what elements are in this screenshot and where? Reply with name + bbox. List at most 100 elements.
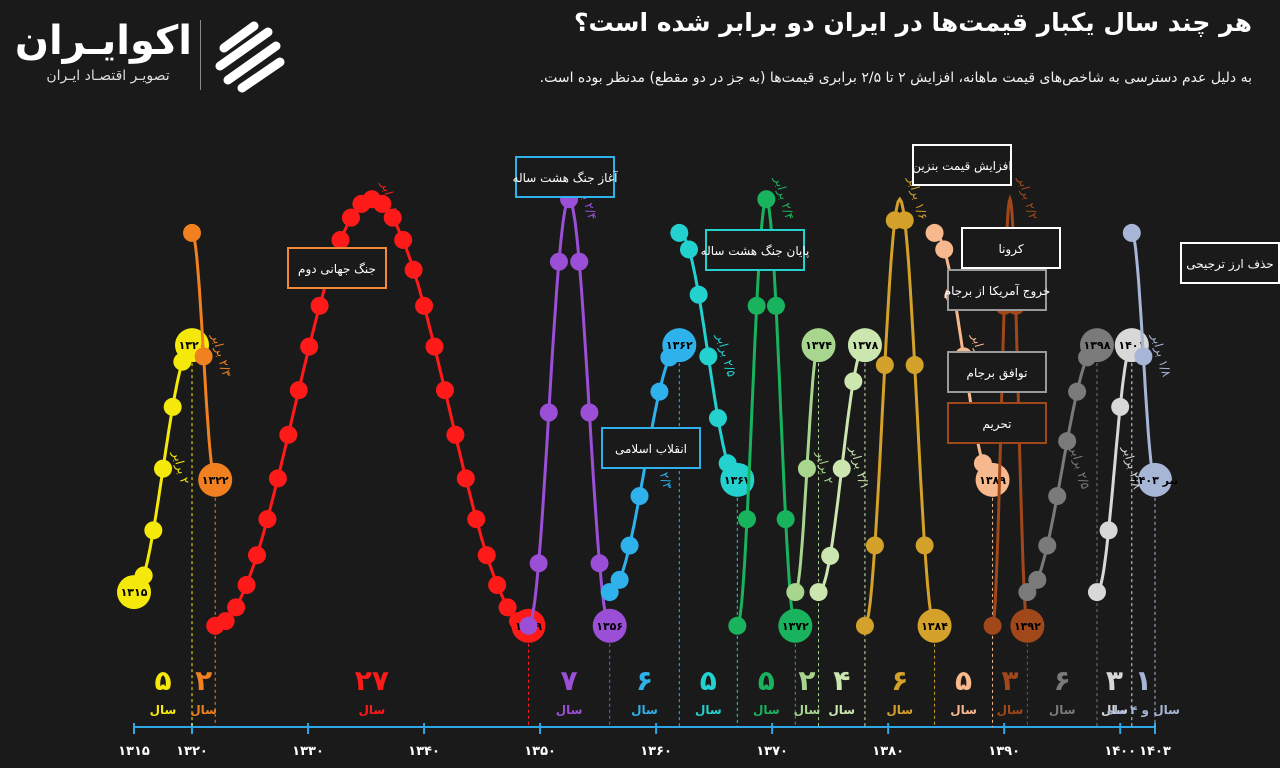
- data-point: [786, 583, 805, 602]
- year-bubble: [1138, 462, 1172, 497]
- x-tick-label: ۱۳۹۰: [988, 744, 1020, 759]
- data-point: [855, 616, 874, 635]
- data-point: [925, 223, 944, 242]
- duration-value: ۵: [154, 664, 171, 697]
- data-point: [797, 459, 816, 478]
- duration-value: ۲: [195, 664, 212, 697]
- year-bubble: [592, 608, 627, 643]
- data-point: [268, 469, 287, 488]
- data-point: [630, 487, 649, 506]
- year-bubble: [720, 462, 755, 497]
- brand-tagline: تصویـر اقتصـاد ایـران: [46, 68, 170, 84]
- year-bubble-label: ۱۳۹۸: [1084, 339, 1111, 352]
- annotation-label: حذف ارز ترجیحی: [1186, 257, 1273, 272]
- multiplier-label: ۲ برابر: [812, 449, 835, 486]
- data-point: [737, 510, 756, 529]
- data-point: [610, 570, 629, 589]
- duration-unit: سال و ۴ ماه: [1107, 703, 1180, 718]
- duration-value: ۷: [561, 664, 578, 697]
- data-point: [766, 296, 785, 315]
- year-bubble: [847, 328, 882, 363]
- data-point: [895, 211, 914, 230]
- data-point: [935, 240, 954, 259]
- duration-value: ۵: [758, 664, 775, 697]
- year-bubble: [198, 462, 233, 497]
- data-point: [600, 583, 619, 602]
- year-bubble: [778, 608, 813, 643]
- annotation-box: [515, 156, 615, 198]
- x-tick-label: ۱۳۱۵: [118, 744, 150, 759]
- annotation-box: [287, 247, 387, 289]
- x-tick-label: ۱۳۴۰: [408, 744, 440, 759]
- multiplier-label: ۲/۲ برابر: [1014, 174, 1040, 221]
- brand-name: اکوایـران: [14, 18, 192, 64]
- data-point: [194, 347, 213, 366]
- year-bubble-label: ۱۳۹۲: [1014, 620, 1041, 633]
- data-point: [529, 554, 548, 573]
- duration-value: ۵: [700, 664, 717, 697]
- data-point: [183, 223, 202, 242]
- annotation-box: [947, 351, 1047, 393]
- annotation-label: خروج آمریکا از برجام: [944, 283, 1051, 299]
- data-point: [757, 190, 776, 209]
- year-bubble-label: تیر ۱۴۰۳: [1132, 474, 1178, 487]
- duration-value: ۱: [1135, 664, 1152, 697]
- data-point: [425, 337, 444, 356]
- annotation-label: کرونا: [998, 242, 1023, 257]
- data-point: [310, 296, 329, 315]
- year-bubble-label: ۱۳۷۲: [782, 620, 809, 633]
- x-tick-label: ۱۳۶۰: [640, 744, 672, 759]
- x-tick-label: ۱۴۰۳: [1139, 744, 1171, 759]
- x-tick-label: ۱۳۸۰: [872, 744, 904, 759]
- data-point: [227, 598, 246, 617]
- annotation-label: تحریم: [982, 417, 1011, 432]
- year-bubble-label: ۱۳۸۴: [921, 620, 948, 633]
- annotation-box: [601, 427, 701, 469]
- data-point: [650, 382, 669, 401]
- duration-value: ۶: [636, 664, 653, 697]
- data-point: [519, 616, 538, 635]
- year-bubble: [1010, 608, 1045, 643]
- data-point: [728, 616, 747, 635]
- annotation-label: توافق برجام: [967, 366, 1028, 381]
- data-point: [809, 583, 828, 602]
- data-point: [1028, 570, 1047, 589]
- data-point: [154, 459, 173, 478]
- duration-unit: سال: [358, 703, 385, 717]
- data-point: [832, 459, 851, 478]
- data-point: [1087, 583, 1106, 602]
- data-point: [865, 536, 884, 555]
- data-point: [341, 208, 360, 227]
- series-line: [991, 194, 1029, 627]
- annotation-label: جنگ جهانی دوم: [298, 262, 376, 277]
- duration-unit: سال: [753, 703, 780, 717]
- data-point: [539, 403, 558, 422]
- data-point: [279, 425, 298, 444]
- data-point: [467, 510, 486, 529]
- data-point: [776, 510, 795, 529]
- annotation-label: پایان جنگ هشت ساله: [701, 244, 810, 258]
- data-point: [1068, 382, 1087, 401]
- page-title: هر چند سال یکبار قیمت‌ها در ایران دو برا…: [573, 8, 1252, 37]
- brand-divider: [200, 20, 201, 90]
- data-point: [144, 521, 163, 540]
- year-bubble-label: ۱۳۶۷: [724, 474, 751, 487]
- duration-unit: سال: [190, 703, 217, 717]
- annotation-box: [947, 269, 1047, 311]
- data-point: [446, 425, 465, 444]
- data-point: [383, 208, 402, 227]
- multiplier-label: ۲/۵ برابر: [1066, 444, 1092, 491]
- duration-value: ۴: [833, 664, 850, 697]
- year-bubble-label: ۱۳۸۹: [979, 474, 1006, 487]
- data-point: [289, 381, 308, 400]
- x-tick-label: ۱۳۵۰: [524, 744, 556, 759]
- data-point: [580, 403, 599, 422]
- data-point: [679, 240, 698, 259]
- x-tick-label: ۱۴۰۰: [1104, 744, 1136, 759]
- duration-unit: سال: [1101, 703, 1128, 717]
- multiplier-label: ۲ برابر: [169, 449, 192, 486]
- data-point: [1018, 583, 1037, 602]
- data-point: [570, 252, 589, 271]
- duration-unit: سال: [950, 703, 977, 717]
